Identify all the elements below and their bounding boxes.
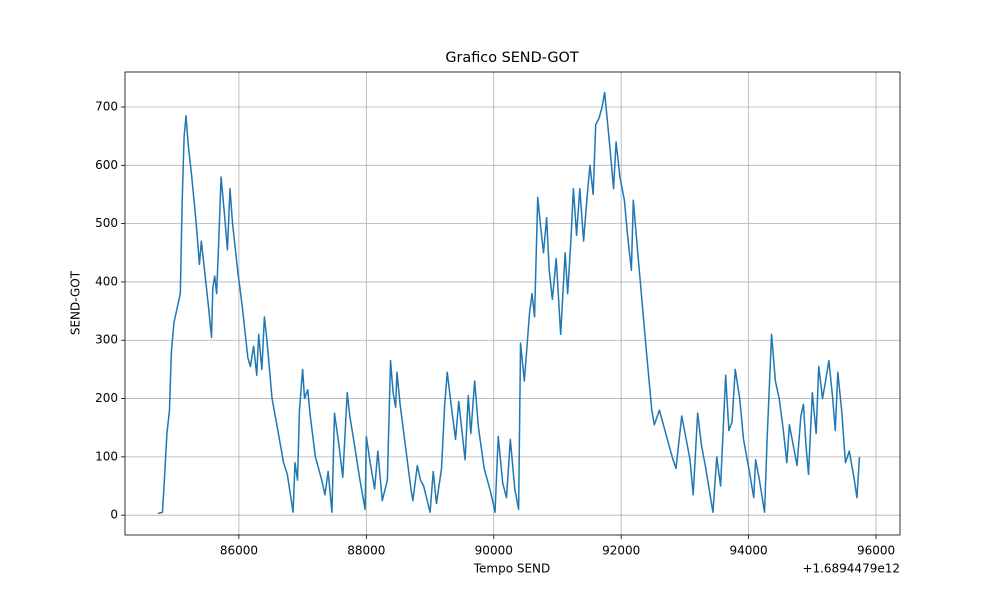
plot-frame <box>124 71 901 536</box>
y-tick-label: 100 <box>95 449 118 463</box>
y-tick-label: 400 <box>95 274 118 288</box>
x-tick-label: 88000 <box>347 544 385 558</box>
x-tick-label: 96000 <box>857 544 895 558</box>
x-tick-label: 86000 <box>220 544 258 558</box>
x-tick-label: 90000 <box>475 544 513 558</box>
data-line <box>157 91 861 515</box>
x-offset-label: +1.6894479e12 <box>802 562 900 576</box>
y-tick-label: 500 <box>95 216 118 230</box>
x-tick-label: 92000 <box>602 544 640 558</box>
x-tick-label: 94000 <box>730 544 768 558</box>
y-axis-label: SEND-GOT <box>69 270 83 335</box>
y-tick-label: 0 <box>110 508 118 522</box>
x-axis-label: Tempo SEND <box>473 562 551 576</box>
y-tick-label: 700 <box>95 99 118 113</box>
y-tick-label: 200 <box>95 391 118 405</box>
y-tick-label: 600 <box>95 158 118 172</box>
chart-title: Grafico SEND-GOT <box>445 50 579 66</box>
y-tick-label: 300 <box>95 333 118 347</box>
